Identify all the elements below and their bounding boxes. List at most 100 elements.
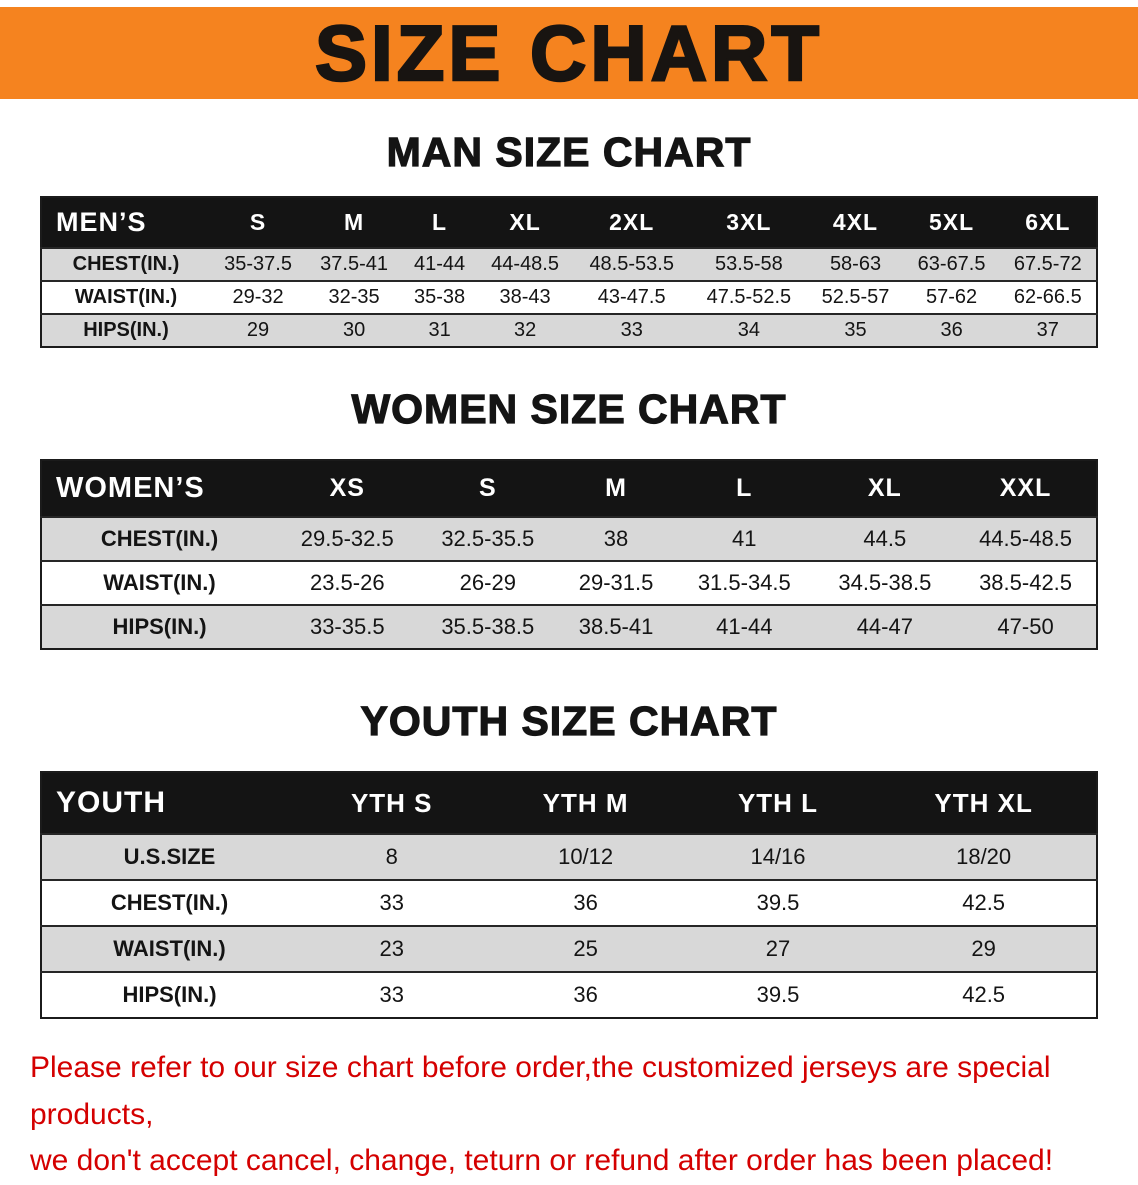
size-column-header: L [402, 197, 478, 249]
size-value-cell: 29 [971, 936, 996, 962]
size-value-cell: 37.5-41 [320, 253, 389, 276]
men-size-table: MEN’S S M L XL 2XL 3XL 4XL 5XL 6XL CHEST(IN.) 35-37… [40, 196, 1098, 349]
size-value-cell: 33 [379, 982, 404, 1008]
section-men-size-chart: MAN SIZE CHART MEN’S S M L XL 2XL 3XL 4XL 5XL 6XL… [0, 128, 1138, 349]
size-column-header: XS [277, 460, 418, 518]
table-row: U.S.SIZE 8 10/12 14/16 18/20 [41, 834, 1097, 881]
size-value-cell: 67.5-72 [1013, 253, 1082, 276]
size-value-cell: 32-35 [328, 286, 380, 309]
size-value-cell: 42.5 [962, 890, 1006, 916]
size-column-header: YTH XL [871, 772, 1097, 835]
size-column-header: YTH M [486, 772, 685, 835]
size-value-cell: 41-44 [414, 253, 466, 276]
row-label: CHEST(IN.) [100, 526, 219, 552]
row-label: WAIST(IN.) [113, 936, 226, 962]
table-row: HIPS(IN.) 33 36 39.5 42.5 [41, 972, 1097, 1019]
size-value-cell: 35-38 [414, 286, 466, 309]
size-value-cell: 31 [428, 319, 451, 342]
size-value-cell: 14/16 [750, 844, 806, 870]
size-column-header: S [417, 460, 559, 518]
size-chart-page: SIZE CHART MAN SIZE CHART MEN’S S M L XL 2XL 3… [0, 7, 1138, 1185]
youth-size-table: YOUTH YTH S YTH M YTH L YTH XL U.S.SIZE 8 10/12… [40, 771, 1098, 1020]
size-value-cell: 36 [940, 319, 963, 342]
size-value-cell: 10/12 [558, 844, 614, 870]
size-column-header: 2XL [573, 197, 691, 249]
size-value-cell: 44-47 [856, 614, 913, 640]
size-value-cell: 30 [342, 319, 366, 342]
size-column-header: M [558, 460, 675, 518]
size-column-header: S [210, 197, 307, 249]
footer-notice: Please refer to our size chart before or… [30, 1045, 1114, 1185]
size-value-cell: 58-63 [829, 253, 882, 276]
size-value-cell: 36 [573, 890, 598, 916]
size-value-cell: 43-47.5 [597, 286, 666, 309]
banner: SIZE CHART [0, 7, 1138, 99]
table-corner-label: MEN’S [41, 197, 210, 249]
size-value-cell: 38-43 [499, 286, 551, 309]
size-column-header: 4XL [807, 197, 904, 249]
size-column-header: XL [477, 197, 574, 249]
size-value-cell: 31.5-34.5 [697, 570, 791, 596]
size-value-cell: 33 [379, 890, 404, 916]
size-value-cell: 39.5 [756, 982, 800, 1008]
notice-line-1: Please refer to our size chart before or… [30, 1051, 1051, 1131]
table-row: WAIST(IN.) 23 25 27 29 [41, 926, 1097, 973]
size-table-header-row: WOMEN’S XS S M L XL XXL [41, 460, 1097, 518]
size-column-header: M [306, 197, 403, 249]
notice-line-2: we don't accept cancel, change, teturn o… [30, 1144, 1054, 1178]
size-value-cell: 42.5 [962, 982, 1006, 1008]
size-value-cell: 23 [379, 936, 404, 962]
size-value-cell: 39.5 [756, 890, 800, 916]
size-column-header: YTH S [297, 772, 487, 835]
size-value-cell: 29 [246, 319, 270, 342]
row-label: WAIST(IN.) [74, 286, 178, 309]
size-value-cell: 33-35.5 [309, 614, 385, 640]
size-column-header: L [674, 460, 815, 518]
size-value-cell: 37 [1036, 319, 1059, 342]
size-value-cell: 35 [844, 319, 867, 342]
size-value-cell: 29-31.5 [578, 570, 654, 596]
size-table-header-row: MEN’S S M L XL 2XL 3XL 4XL 5XL 6XL [41, 197, 1097, 249]
size-value-cell: 41 [732, 526, 757, 552]
table-row: CHEST(IN.) 33 36 39.5 42.5 [41, 880, 1097, 927]
size-value-cell: 62-66.5 [1013, 286, 1082, 309]
size-value-cell: 29-32 [232, 286, 284, 309]
size-value-cell: 8 [385, 844, 398, 870]
size-value-cell: 29.5-32.5 [300, 526, 394, 552]
table-row: CHEST(IN.) 35-37.5 37.5-41 41-44 44-48.5 48.5… [41, 248, 1097, 282]
table-row: HIPS(IN.) 33-35.5 35.5-38.5 38.5-41 41-44 44-… [41, 605, 1097, 650]
size-value-cell: 48.5-53.5 [589, 253, 674, 276]
size-value-cell: 57-62 [926, 286, 978, 309]
size-table-header-row: YOUTH YTH S YTH M YTH L YTH XL [41, 772, 1097, 835]
women-section-heading: WOMEN SIZE CHART [351, 386, 787, 433]
size-column-header: YTH L [684, 772, 872, 835]
table-corner-label: YOUTH [41, 772, 297, 835]
row-label: CHEST(IN.) [110, 890, 229, 916]
women-size-table: WOMEN’S XS S M L XL XXL CHEST(IN.) 29.5-32.5 32.5… [40, 459, 1098, 651]
row-label: HIPS(IN.) [83, 319, 169, 342]
size-value-cell: 34 [737, 319, 761, 342]
size-value-cell: 33 [620, 319, 643, 342]
size-value-cell: 35.5-38.5 [441, 614, 535, 640]
size-value-cell: 25 [573, 936, 598, 962]
size-value-cell: 44.5-48.5 [979, 526, 1073, 552]
size-value-cell: 38.5-42.5 [979, 570, 1073, 596]
size-column-header: 5XL [903, 197, 1000, 249]
size-value-cell: 38.5-41 [578, 614, 654, 640]
size-value-cell: 47-50 [997, 614, 1054, 640]
row-label: U.S.SIZE [123, 844, 216, 870]
size-column-header: 6XL [999, 197, 1097, 249]
size-value-cell: 44.5 [863, 526, 907, 552]
table-row: WAIST(IN.) 29-32 32-35 35-38 38-43 43-47.5 47.… [41, 281, 1097, 315]
table-row: WAIST(IN.) 23.5-26 26-29 29-31.5 31.5-34.5 34… [41, 561, 1097, 606]
size-column-header: XL [814, 460, 956, 518]
size-value-cell: 18/20 [956, 844, 1012, 870]
table-corner-label: WOMEN’S [41, 460, 277, 518]
size-value-cell: 38 [603, 526, 629, 552]
row-label: HIPS(IN.) [122, 982, 217, 1008]
size-column-header: 3XL [690, 197, 808, 249]
size-value-cell: 41-44 [716, 614, 773, 640]
size-value-cell: 23.5-26 [309, 570, 385, 596]
section-women-size-chart: WOMEN SIZE CHART WOMEN’S XS S M L XL XXL CHEST(… [0, 386, 1138, 651]
size-value-cell: 53.5-58 [714, 253, 783, 276]
